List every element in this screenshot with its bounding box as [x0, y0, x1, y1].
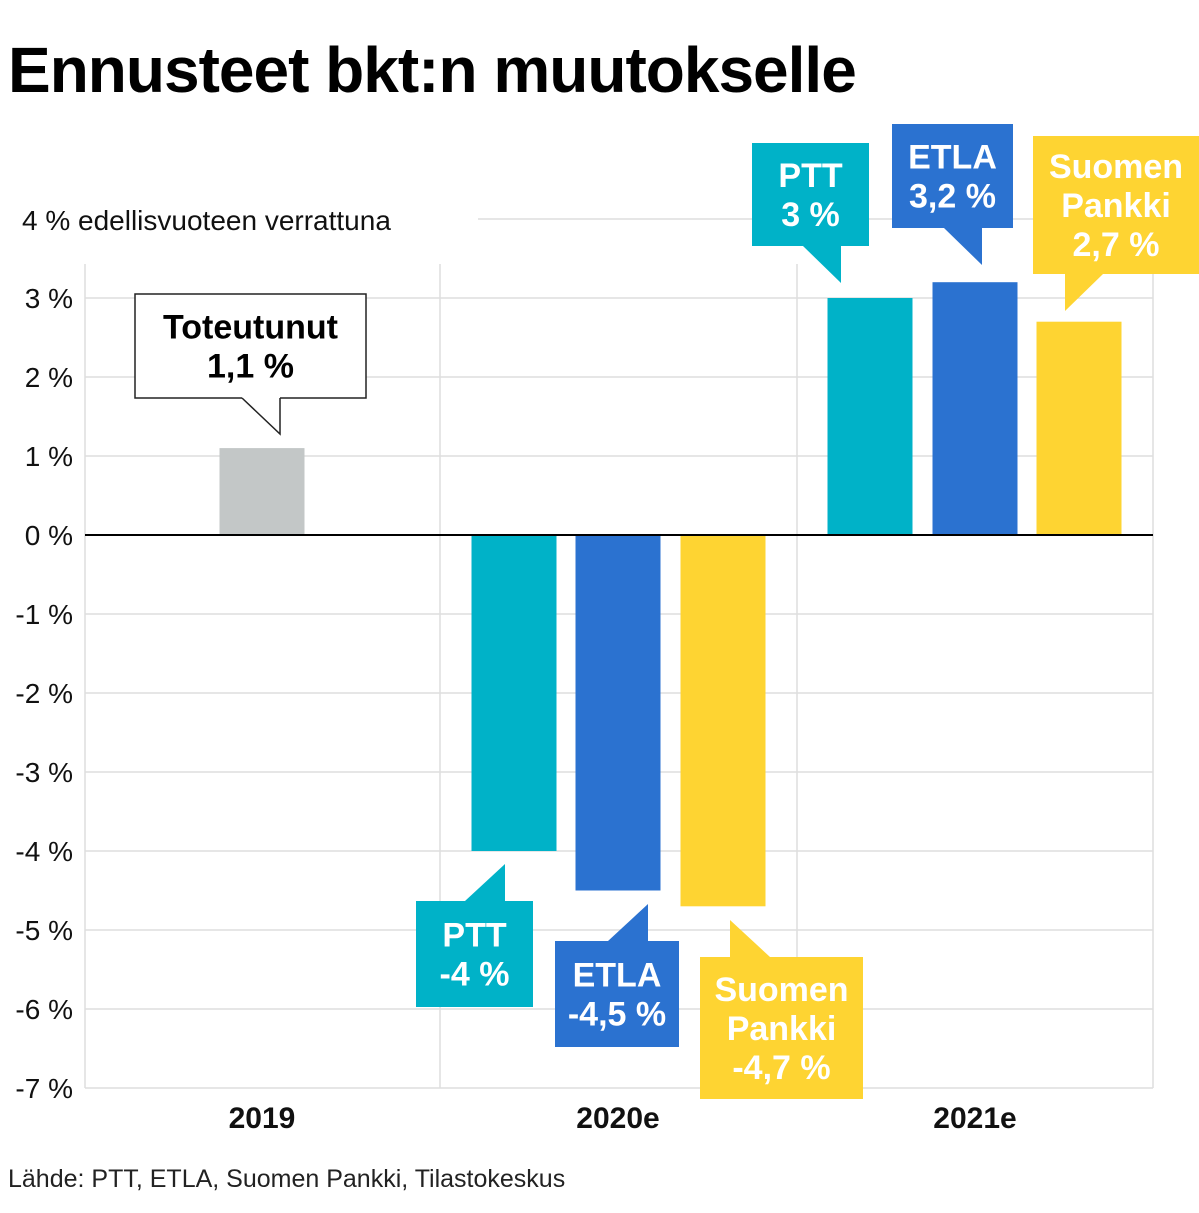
callout-2020e-etla: ETLA-4,5 % [555, 904, 679, 1047]
callout-label: PTT [442, 917, 506, 955]
y-tick-label: 3 % [25, 283, 73, 314]
y-tick-label: 1 % [25, 441, 73, 472]
y-tick-label: -7 % [15, 1073, 73, 1104]
callout-tail [1065, 274, 1103, 311]
callout-label: Pankki [1061, 187, 1171, 225]
y-tick-label: 2 % [25, 362, 73, 393]
callout-box [555, 941, 679, 1047]
y-tick-label: -5 % [15, 915, 73, 946]
bar-2021e-ptt [827, 298, 913, 535]
callout-label: Toteutunut [163, 309, 338, 347]
y-tick-label: -4 % [15, 836, 73, 867]
y-tick-label: -1 % [15, 599, 73, 630]
callout-label: Suomen [1049, 148, 1183, 186]
source-note: Lähde: PTT, ETLA, Suomen Pankki, Tilasto… [8, 1165, 566, 1193]
x-category-label: 2020e [576, 1102, 659, 1135]
y-axis-caption: 4 % edellisvuoteen verrattuna [22, 205, 391, 236]
callout-tail [730, 920, 770, 957]
callout-box [700, 957, 863, 1099]
bar-2021e-etla [932, 282, 1018, 535]
y-tick-label: -6 % [15, 994, 73, 1025]
callout-label: 3 % [781, 196, 840, 234]
callout-label: 3,2 % [909, 178, 996, 216]
callout-box [892, 124, 1013, 228]
callout-label: -4,7 % [732, 1049, 830, 1087]
callout-label: 2,7 % [1073, 226, 1160, 264]
callout-tail [465, 864, 505, 901]
callout-label: Pankki [727, 1010, 837, 1048]
callout-label: -4 % [440, 956, 510, 994]
y-tick-label: -2 % [15, 678, 73, 709]
bar-2020e-suomen-pankki [680, 535, 766, 907]
callout-tail-outline [241, 397, 281, 436]
x-category-label: 2019 [229, 1102, 296, 1135]
bar-2021e-suomen-pankki [1036, 321, 1122, 535]
callout-label: 1,1 % [207, 348, 294, 386]
x-category-label: 2021e [933, 1102, 1016, 1135]
callout-2020e-ptt: PTT-4 % [416, 864, 533, 1007]
bar-2019-toteutunut [219, 448, 305, 535]
callout-box [416, 901, 533, 1007]
callout-label: ETLA [573, 957, 662, 995]
chart-title: Ennusteet bkt:n muutokselle [8, 34, 857, 106]
callout-label: Suomen [714, 971, 848, 1009]
bar-2020e-ptt [471, 535, 557, 851]
bar-2020e-etla [575, 535, 661, 891]
callout-label: PTT [778, 157, 842, 195]
callout-box [1033, 136, 1199, 274]
callout-label: ETLA [908, 139, 997, 177]
y-tick-label: 0 % [25, 520, 73, 551]
callout-label: -4,5 % [568, 996, 666, 1034]
callout-box [752, 143, 869, 246]
callout-box [134, 293, 367, 399]
callout-tail [944, 228, 982, 265]
callout-tail [608, 904, 648, 941]
y-tick-label: -3 % [15, 757, 73, 788]
callout-tail [803, 246, 841, 283]
